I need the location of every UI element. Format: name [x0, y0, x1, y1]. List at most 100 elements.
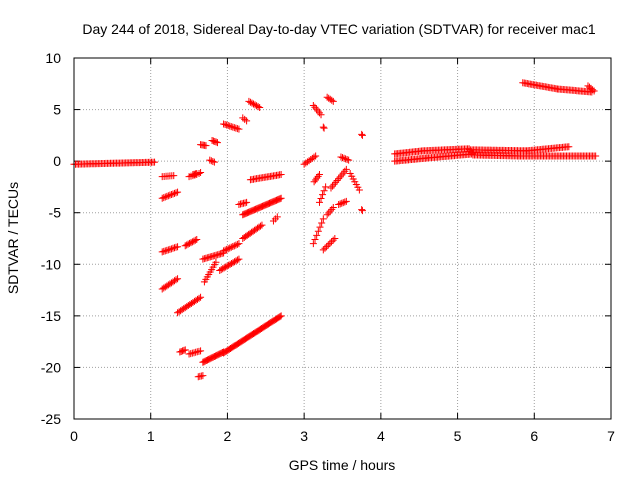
- data-point: [180, 346, 188, 354]
- data-point: [195, 294, 203, 302]
- data-point: [328, 205, 336, 213]
- data-point: [337, 153, 345, 161]
- series-arc-36: [335, 197, 350, 208]
- data-point: [188, 238, 196, 246]
- data-point: [335, 175, 343, 183]
- data-point: [193, 170, 201, 178]
- data-point: [223, 262, 231, 270]
- series-arc-39: [358, 206, 366, 215]
- grid-lines: [74, 58, 611, 419]
- data-point: [170, 172, 178, 180]
- data-point: [193, 236, 201, 244]
- series-arc-26: [309, 101, 325, 119]
- data-point: [206, 156, 214, 164]
- series-arc-33: [327, 165, 350, 192]
- data-point: [256, 104, 264, 112]
- data-point: [315, 109, 323, 117]
- data-point: [565, 143, 573, 151]
- data-point: [181, 242, 189, 250]
- data-point: [314, 107, 322, 115]
- series-arc-1: [70, 158, 159, 168]
- data-point: [277, 312, 285, 320]
- data-point: [314, 227, 322, 235]
- data-point: [161, 247, 169, 255]
- series-arc-10: [199, 240, 243, 263]
- data-point: [313, 231, 321, 239]
- data-point: [232, 124, 240, 132]
- series-arc-32: [319, 235, 339, 254]
- data-point: [197, 293, 205, 301]
- data-point: [319, 191, 327, 199]
- data-point: [325, 209, 333, 217]
- data-point: [316, 223, 324, 231]
- data-point: [222, 263, 230, 271]
- data-point: [336, 200, 344, 208]
- data-point: [241, 115, 249, 123]
- data-point: [174, 275, 182, 283]
- data-point: [339, 154, 346, 162]
- data-point: [224, 245, 232, 253]
- data-point: [329, 236, 337, 244]
- data-point: [342, 155, 350, 163]
- series-arc-38: [358, 130, 366, 139]
- data-point: [324, 241, 332, 249]
- data-point: [258, 221, 266, 229]
- data-point: [273, 213, 281, 221]
- data-point: [358, 130, 366, 138]
- data-point: [174, 243, 182, 251]
- series-arc-20: [208, 137, 221, 147]
- data-point: [160, 194, 168, 202]
- y-tick-label: 0: [53, 153, 61, 169]
- data-point: [166, 245, 174, 253]
- series-arc-9: [199, 312, 285, 366]
- data-point: [233, 125, 241, 133]
- data-point: [319, 215, 327, 223]
- series-arc-43: [584, 82, 598, 95]
- data-point: [207, 157, 215, 165]
- data-point: [221, 246, 229, 254]
- data-point: [328, 96, 336, 104]
- data-point: [170, 244, 178, 252]
- y-tick-label: -5: [49, 205, 62, 221]
- data-point: [227, 243, 235, 251]
- series-arc-19: [197, 141, 210, 150]
- data-point: [231, 258, 239, 266]
- data-point: [235, 125, 243, 133]
- data-point: [220, 247, 228, 255]
- data-point: [327, 184, 335, 192]
- data-point: [345, 156, 353, 164]
- data-point: [592, 152, 600, 160]
- data-point: [210, 158, 218, 166]
- data-point: [311, 176, 319, 184]
- data-point: [311, 236, 319, 244]
- data-point: [342, 165, 350, 173]
- series-arc-11: [200, 258, 220, 286]
- data-point: [358, 207, 366, 215]
- data-point: [251, 101, 259, 109]
- data-point: [163, 246, 171, 254]
- data-point: [312, 152, 320, 160]
- data-point: [158, 194, 166, 202]
- data-point: [174, 188, 182, 196]
- series-arc-22: [220, 120, 243, 133]
- data-point: [277, 194, 285, 202]
- data-point: [254, 103, 262, 111]
- series-arc-14: [239, 194, 285, 219]
- data-point: [312, 105, 320, 113]
- series-arc-4: [158, 236, 201, 256]
- series-arc-28: [323, 93, 337, 105]
- y-axis-ticks: -25 -20 -15 -10 -5 0 5 10: [41, 50, 611, 427]
- data-point: [160, 247, 168, 255]
- data-point: [326, 207, 334, 215]
- data-point: [340, 154, 348, 162]
- data-point: [166, 191, 174, 199]
- data-point: [220, 264, 228, 272]
- data-point: [225, 261, 233, 269]
- data-point: [341, 198, 349, 206]
- series-arc-30: [309, 215, 327, 248]
- data-point: [355, 186, 363, 194]
- data-point: [151, 158, 159, 166]
- series-arc-16: [246, 171, 285, 184]
- data-point: [332, 178, 340, 186]
- data-point: [197, 168, 205, 176]
